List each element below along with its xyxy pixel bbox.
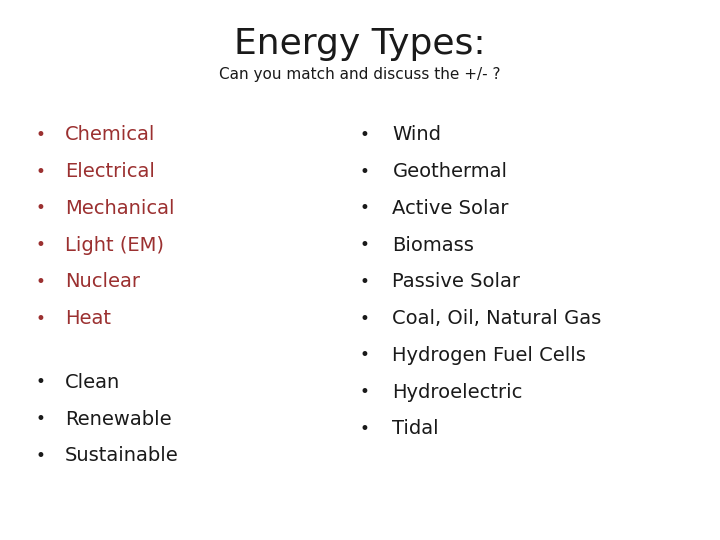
Text: •: • [360, 383, 370, 401]
Text: Can you match and discuss the +/- ?: Can you match and discuss the +/- ? [220, 68, 500, 83]
Text: Heat: Heat [65, 309, 111, 328]
Text: •: • [360, 420, 370, 438]
Text: Geothermal: Geothermal [392, 162, 508, 181]
Text: Mechanical: Mechanical [65, 199, 174, 218]
Text: •: • [36, 199, 46, 218]
Text: •: • [36, 163, 46, 181]
Text: Hydroelectric: Hydroelectric [392, 382, 523, 402]
Text: Electrical: Electrical [65, 162, 155, 181]
Text: •: • [360, 199, 370, 218]
Text: Clean: Clean [65, 373, 120, 392]
Text: •: • [36, 410, 46, 428]
Text: Passive Solar: Passive Solar [392, 272, 521, 292]
Text: •: • [36, 447, 46, 465]
Text: •: • [360, 273, 370, 291]
Text: Active Solar: Active Solar [392, 199, 509, 218]
Text: Biomass: Biomass [392, 235, 474, 255]
Text: Energy Types:: Energy Types: [234, 27, 486, 61]
Text: •: • [360, 236, 370, 254]
Text: Renewable: Renewable [65, 409, 171, 429]
Text: •: • [36, 126, 46, 144]
Text: •: • [36, 309, 46, 328]
Text: •: • [360, 126, 370, 144]
Text: •: • [360, 346, 370, 364]
Text: •: • [360, 163, 370, 181]
Text: Chemical: Chemical [65, 125, 156, 145]
Text: Tidal: Tidal [392, 419, 439, 438]
Text: Coal, Oil, Natural Gas: Coal, Oil, Natural Gas [392, 309, 602, 328]
Text: •: • [36, 373, 46, 392]
Text: •: • [36, 236, 46, 254]
Text: Hydrogen Fuel Cells: Hydrogen Fuel Cells [392, 346, 586, 365]
Text: Wind: Wind [392, 125, 441, 145]
Text: •: • [36, 273, 46, 291]
Text: Light (EM): Light (EM) [65, 235, 164, 255]
Text: Sustainable: Sustainable [65, 446, 179, 465]
Text: •: • [360, 309, 370, 328]
Text: Nuclear: Nuclear [65, 272, 140, 292]
